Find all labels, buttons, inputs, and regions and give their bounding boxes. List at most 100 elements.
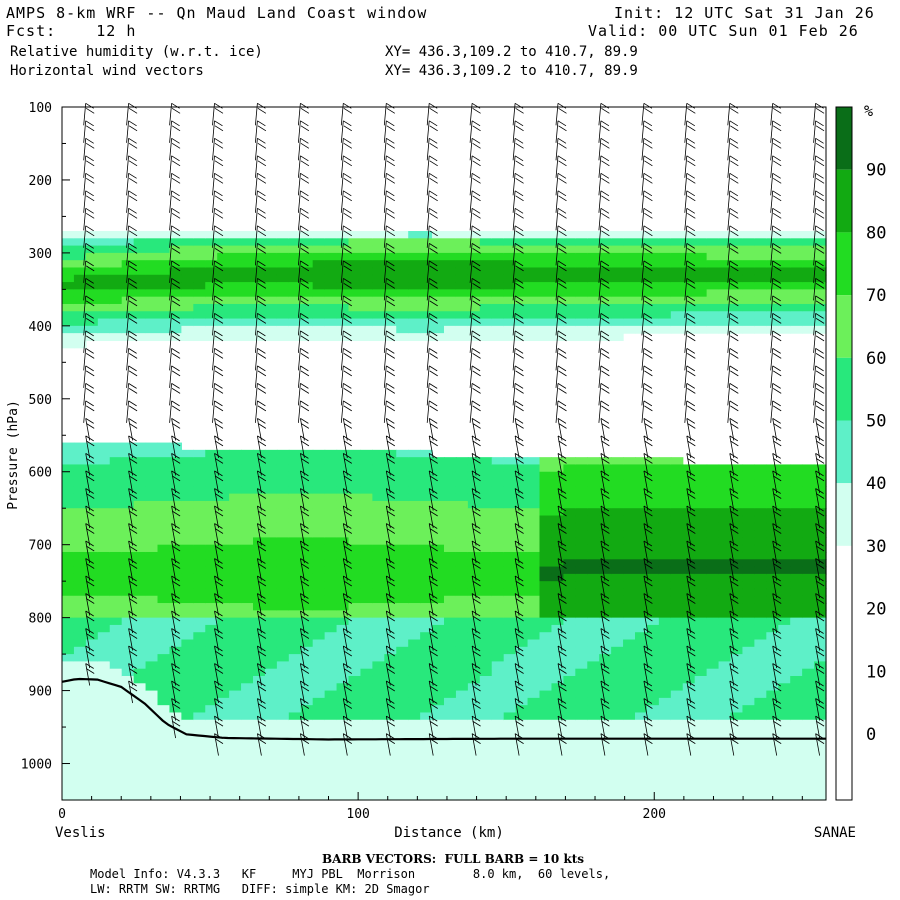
rh-cell (62, 252, 75, 261)
wind-barb (342, 715, 353, 739)
rh-cell (766, 668, 779, 677)
rh-cell (85, 778, 99, 787)
rh-cell (706, 296, 720, 305)
wind-barb (514, 680, 524, 704)
rh-cell (324, 748, 338, 757)
wind-barb (300, 645, 310, 669)
wind-barb (727, 313, 739, 336)
rh-cell (670, 763, 684, 772)
rh-cell (133, 624, 147, 633)
rh-cell (145, 245, 159, 254)
rh-cell (455, 267, 469, 276)
rh-cell (217, 741, 230, 750)
rh-cell (658, 778, 672, 787)
rh-cell (503, 603, 517, 611)
rh-cell (658, 544, 672, 553)
rh-cell (312, 238, 326, 247)
rh-cell (706, 792, 720, 801)
rh-cell (646, 668, 660, 677)
wind-barb (428, 575, 438, 599)
rh-cell (205, 785, 218, 794)
wind-barb (469, 278, 481, 301)
rh-cell (539, 318, 553, 327)
rh-cell (229, 588, 242, 597)
rh-cell (718, 573, 732, 582)
rh-cell (193, 763, 206, 772)
rh-cell (718, 311, 732, 320)
rh-cell (336, 792, 350, 801)
rh-cell (706, 697, 720, 706)
rh-cell (599, 333, 612, 342)
rh-cell (432, 537, 445, 546)
valid-time: Valid: 00 UTC Sun 01 Feb 26 (588, 22, 859, 40)
rh-cell (217, 493, 230, 502)
wind-barb (300, 663, 310, 686)
rh-cell (754, 632, 767, 641)
rh-cell (754, 537, 767, 546)
rh-cell (527, 296, 541, 305)
rh-cell (241, 252, 254, 261)
rh-cell (635, 690, 648, 699)
rh-cell (181, 566, 194, 575)
rh-cell (205, 530, 218, 538)
rh-cell (706, 522, 720, 531)
rh-cell (241, 654, 254, 662)
rh-cell (205, 493, 218, 502)
rh-cell (563, 318, 576, 327)
wind-barb (512, 383, 524, 406)
rh-cell (288, 712, 302, 721)
rh-cell (527, 311, 541, 320)
rh-cell (551, 581, 564, 590)
rh-cell (109, 296, 123, 305)
wind-barb (598, 330, 610, 353)
wind-barb (126, 243, 138, 266)
rh-cell (682, 639, 696, 648)
wind-barb (300, 488, 310, 511)
rh-cell (491, 595, 505, 604)
wind-barb (342, 663, 353, 686)
wind-barb (471, 593, 481, 616)
y-tick-label: 500 (29, 393, 52, 408)
rh-cell (336, 464, 350, 473)
rh-cell (205, 756, 218, 765)
rh-cell (324, 551, 338, 560)
rh-cell (360, 333, 373, 342)
rh-cell (754, 325, 767, 334)
rh-cell (551, 486, 564, 495)
rh-cell (778, 303, 791, 312)
rh-cell (444, 522, 457, 531)
rh-cell (372, 595, 385, 604)
rh-cell (467, 296, 481, 305)
rh-cell (145, 296, 159, 305)
rh-cell (420, 333, 433, 342)
rh-cell (432, 282, 445, 290)
rh-cell (300, 792, 314, 801)
rh-cell (169, 325, 182, 334)
rh-cell (157, 245, 171, 254)
rh-cell (754, 581, 767, 590)
wind-barb (385, 540, 396, 564)
rh-cell (467, 325, 481, 334)
rh-cell (205, 515, 218, 524)
rh-cell (133, 683, 147, 692)
rh-cell (276, 231, 290, 239)
rh-cell (85, 296, 99, 305)
rh-cell (658, 573, 672, 582)
rh-cell (432, 238, 445, 247)
model-info-1: Model Info: V4.3.3 KF MYJ PBL Morrison 8… (90, 867, 611, 881)
rh-cell (169, 770, 182, 779)
rh-cell (169, 675, 182, 684)
rh-cell (527, 325, 541, 334)
rh-cell (420, 770, 433, 779)
rh-cell (539, 654, 553, 662)
rh-cell (742, 486, 755, 495)
rh-cell (515, 654, 529, 662)
rh-cell (241, 551, 254, 560)
rh-cell (217, 544, 230, 553)
rh-cell (97, 617, 111, 626)
rh-cell (706, 267, 720, 276)
rh-cell (766, 632, 779, 641)
rh-cell (85, 603, 99, 611)
wind-barb (512, 330, 524, 353)
rh-cell (360, 500, 373, 509)
